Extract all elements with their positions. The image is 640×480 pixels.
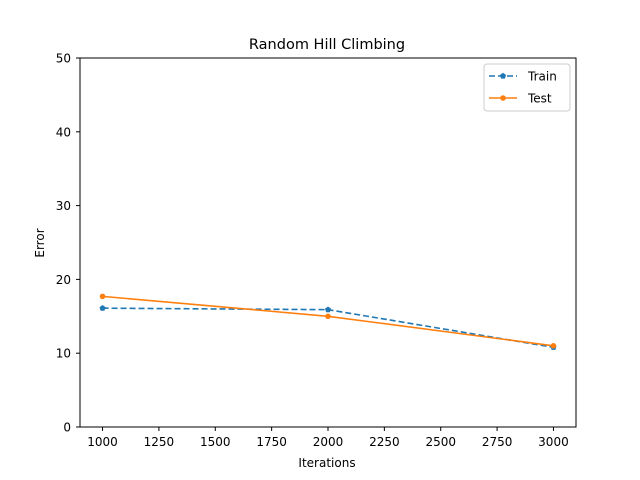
y-tick-label: 50	[56, 52, 71, 66]
x-tick-label: 2500	[425, 435, 456, 449]
x-tick-label: 2000	[313, 435, 344, 449]
series-test-point	[550, 343, 557, 349]
x-axis-label: Iterations	[298, 456, 355, 470]
series-test-point	[325, 313, 331, 320]
y-tick-label: 40	[56, 125, 71, 139]
x-tick-label: 1000	[87, 435, 118, 449]
legend-test-label: Test	[527, 92, 552, 106]
y-tick-label: 30	[56, 199, 71, 213]
legend-test-marker	[500, 95, 506, 101]
legend-box	[483, 63, 571, 112]
y-tick-label: 20	[56, 273, 71, 287]
x-tick-label: 2250	[369, 435, 400, 449]
x-axis: 1000 1250 1500 1750 2000 2250 2500 2750 3000	[87, 427, 569, 449]
y-axis: 0 10 20 30 40 50	[56, 52, 80, 435]
legend: Train Test	[483, 63, 571, 112]
x-tick-label: 1500	[200, 435, 231, 449]
legend-train-marker	[499, 72, 507, 79]
x-tick-label: 1750	[256, 435, 287, 449]
y-tick-label: 10	[56, 347, 71, 361]
chart-title: Random Hill Climbing	[249, 37, 405, 53]
legend-train-label: Train	[527, 70, 557, 84]
x-tick-label: 2750	[482, 435, 513, 449]
series-train-point	[324, 306, 332, 313]
y-axis-label: Error	[33, 228, 47, 257]
series-test-point	[99, 293, 106, 300]
series-train-point	[99, 304, 106, 311]
plot-area	[99, 293, 557, 350]
x-tick-label: 3000	[538, 435, 569, 449]
plot-frame	[79, 57, 577, 428]
x-tick-label: 1250	[144, 435, 175, 449]
y-tick-label: 0	[63, 421, 71, 435]
series-test-line	[102, 295, 554, 347]
